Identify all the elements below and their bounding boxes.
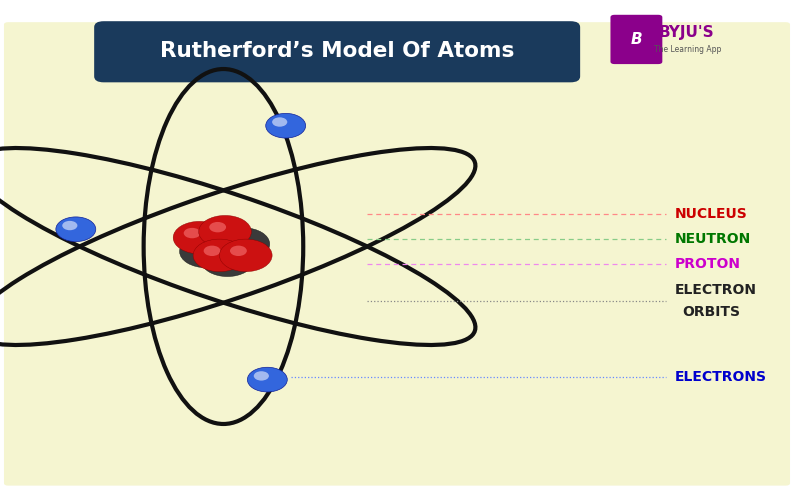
Circle shape [209,222,226,232]
Text: ELECTRONS: ELECTRONS [674,370,766,384]
Circle shape [180,235,232,268]
Circle shape [203,229,220,240]
Text: Rutherford’s Model Of Atoms: Rutherford’s Model Of Atoms [160,41,514,61]
Text: The Learning App: The Learning App [654,45,721,54]
Circle shape [219,239,272,272]
Circle shape [247,367,287,392]
Circle shape [203,246,220,256]
Text: PROTON: PROTON [674,257,741,271]
Circle shape [230,246,247,256]
Text: BYJU'S: BYJU'S [658,25,714,39]
Circle shape [62,221,77,230]
Circle shape [266,113,306,138]
Circle shape [184,228,200,238]
Text: B: B [630,32,642,47]
Circle shape [201,244,254,277]
Circle shape [193,223,246,255]
Circle shape [215,243,232,253]
Circle shape [205,236,258,269]
FancyBboxPatch shape [610,15,662,64]
Circle shape [190,242,207,252]
Circle shape [211,250,228,261]
Text: ORBITS: ORBITS [682,305,741,318]
Text: NEUTRON: NEUTRON [674,232,751,246]
Circle shape [217,228,270,260]
Circle shape [173,221,226,254]
Circle shape [227,234,244,245]
Circle shape [56,217,96,242]
FancyBboxPatch shape [4,22,790,486]
Circle shape [193,239,246,272]
Circle shape [272,117,287,127]
Circle shape [254,371,269,381]
Text: ELECTRON: ELECTRON [674,283,757,297]
Text: NUCLEUS: NUCLEUS [674,208,747,221]
Circle shape [199,215,251,248]
FancyBboxPatch shape [94,21,580,82]
